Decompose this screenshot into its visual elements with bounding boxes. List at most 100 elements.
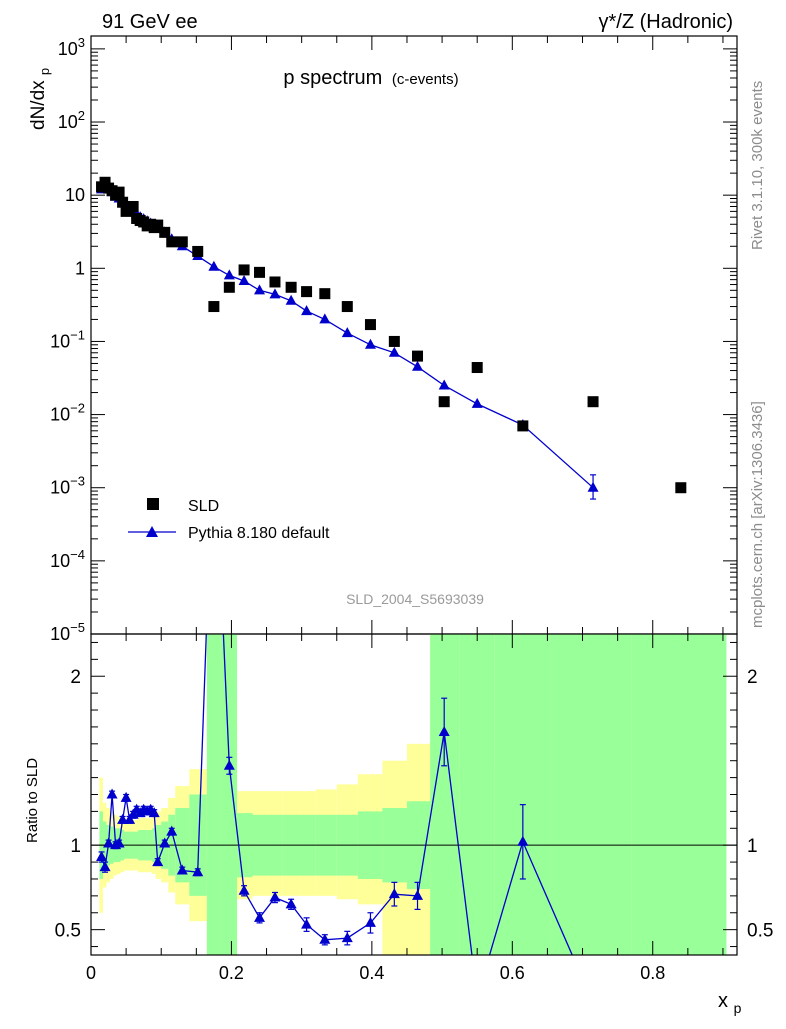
- main-ytick-label: 10: [65, 185, 85, 205]
- mc-point: [341, 327, 353, 338]
- data-point: [176, 236, 188, 248]
- band-inner: [631, 634, 727, 955]
- data-point: [208, 301, 220, 313]
- data-point: [99, 176, 111, 188]
- data-point: [517, 420, 529, 432]
- data-point: [269, 276, 281, 288]
- ratio-point: [148, 807, 160, 818]
- mc-point: [388, 346, 400, 357]
- ratio-point: [159, 837, 171, 848]
- mc-point: [471, 397, 483, 408]
- data-point: [152, 219, 164, 231]
- ratio-point: [166, 825, 178, 836]
- xtick-label: 0.8: [640, 963, 665, 983]
- data-point: [117, 196, 129, 208]
- data-point: [166, 236, 178, 248]
- band-inner: [459, 634, 495, 955]
- data-point: [238, 264, 250, 276]
- mc-series-line: [101, 186, 594, 489]
- mc-point: [208, 260, 220, 271]
- ratio-point: [117, 813, 129, 824]
- watermark: SLD_2004_S5693039: [346, 591, 484, 607]
- band-inner: [494, 634, 551, 955]
- ratio-point: [319, 933, 331, 944]
- main-ytick-label: 103: [58, 35, 85, 59]
- ratio-point: [341, 932, 353, 943]
- data-point: [223, 281, 235, 293]
- main-ytick-label: 10−3: [50, 474, 85, 498]
- main-ytick-base: 1: [75, 258, 85, 278]
- xlabel: x p: [718, 990, 742, 1016]
- ratio-point: [388, 888, 400, 899]
- xtick-label: 0: [86, 963, 96, 983]
- ratio-point: [113, 837, 125, 848]
- data-point: [192, 245, 204, 257]
- data-point: [587, 396, 599, 408]
- mc-point: [269, 288, 281, 299]
- data-point: [412, 350, 424, 362]
- ratio-point: [103, 837, 115, 848]
- ratio-point: [285, 898, 297, 909]
- ratio-point: [412, 889, 424, 900]
- legend-label-pythia: Pythia 8.180 default: [188, 525, 330, 542]
- band-inner: [550, 634, 632, 955]
- mc-point: [223, 269, 235, 280]
- ratio-point: [99, 861, 111, 872]
- ratio-point: [192, 866, 204, 877]
- ratio-point: [96, 851, 108, 862]
- data-point: [285, 281, 297, 293]
- mc-point: [301, 305, 313, 316]
- ratio-point: [176, 864, 188, 875]
- ratio-plot: 0 0.2 0.4 0.6 0.8 0.5 0.5 1 1 2 2: [55, 633, 773, 983]
- legend: SLD Pythia 8.180 default: [128, 498, 330, 542]
- legend-marker-pythia: [146, 526, 158, 537]
- main-ytick-label: 102: [58, 108, 85, 132]
- main-ytick-exp: −3: [70, 474, 85, 489]
- ratio-point: [254, 911, 266, 922]
- data-point: [319, 288, 331, 300]
- mc-point: [412, 360, 424, 371]
- data-point: [301, 286, 313, 298]
- main-frame: [90, 35, 738, 635]
- main-ytick-base: 10: [65, 185, 85, 205]
- main-ytick-base: 10: [50, 405, 70, 425]
- side-label-rivet: Rivet 3.1.10, 300k events: [749, 81, 766, 250]
- side-label-mcplots: mcplots.cern.ch [arXiv:1306.3436]: [749, 401, 766, 628]
- mc-point: [254, 284, 266, 295]
- band-inner: [220, 634, 238, 955]
- data-point: [159, 226, 171, 238]
- main-ytick-base: 10: [58, 39, 78, 59]
- main-ytick-exp: −4: [70, 547, 85, 562]
- mc-point: [438, 379, 450, 390]
- mc-point: [319, 313, 331, 324]
- xtick-label: 0.2: [219, 963, 244, 983]
- mc-point: [364, 338, 376, 349]
- main-ytick-base: 10: [50, 551, 70, 571]
- main-ytick-base: 10: [50, 478, 70, 498]
- main-ytick-base: 10: [50, 331, 70, 351]
- main-ytick-label: 10−5: [50, 620, 85, 644]
- ratio-point: [301, 918, 313, 929]
- main-ytick-exp: −2: [70, 401, 85, 416]
- ratio-ytick-label: 2: [70, 667, 81, 688]
- legend-label-sld: SLD: [188, 498, 219, 515]
- main-title: p spectrum (c-events): [283, 67, 458, 89]
- main-ylabel-sub: p: [37, 68, 52, 75]
- ratio-ytick-label-right: 1: [747, 836, 758, 857]
- main-ytick-label: 10−2: [50, 401, 85, 425]
- main-ytick-base: 10: [50, 624, 70, 644]
- data-point: [341, 301, 353, 313]
- ratio-point: [438, 725, 450, 736]
- xlabel-sub: p: [734, 1000, 742, 1016]
- header-left: 91 GeV ee: [102, 11, 198, 33]
- data-point: [438, 396, 450, 408]
- band-inner: [206, 634, 221, 955]
- main-title-suffix: (c-events): [392, 71, 459, 88]
- ratio-ylabel: Ratio to SLD: [24, 758, 41, 843]
- main-ytick-exp: −5: [70, 620, 85, 635]
- ratio-point: [106, 788, 118, 799]
- data-point: [127, 200, 139, 212]
- main-ytick-base: 10: [58, 112, 78, 132]
- main-ytick-exp: 2: [78, 108, 85, 123]
